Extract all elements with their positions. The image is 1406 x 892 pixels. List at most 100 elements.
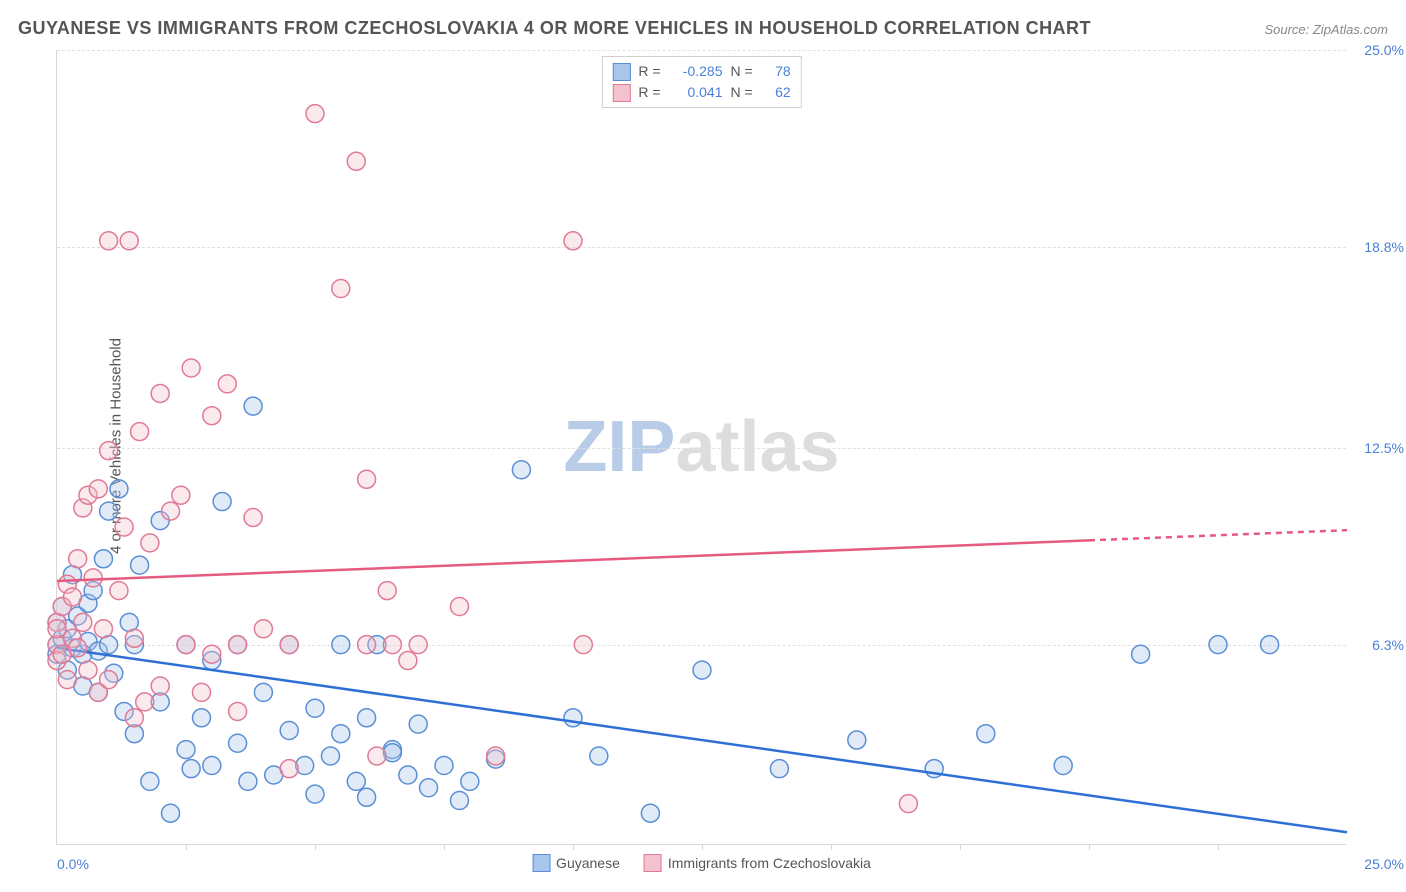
data-point xyxy=(399,652,417,670)
data-point xyxy=(141,534,159,552)
x-tick xyxy=(960,844,961,850)
data-point xyxy=(131,556,149,574)
x-tick xyxy=(315,844,316,850)
data-point xyxy=(461,772,479,790)
x-tick xyxy=(702,844,703,850)
data-point xyxy=(100,232,118,250)
data-point xyxy=(280,722,298,740)
data-point xyxy=(229,702,247,720)
data-point xyxy=(358,709,376,727)
data-point xyxy=(203,407,221,425)
data-point xyxy=(368,747,386,765)
data-point xyxy=(244,397,262,415)
data-point xyxy=(141,772,159,790)
n-label: N = xyxy=(731,61,753,82)
data-point xyxy=(399,766,417,784)
data-point xyxy=(244,508,262,526)
data-point xyxy=(564,232,582,250)
data-point xyxy=(378,582,396,600)
data-point xyxy=(306,105,324,123)
data-point xyxy=(306,699,324,717)
x-tick xyxy=(831,844,832,850)
data-point xyxy=(203,645,221,663)
data-point xyxy=(229,734,247,752)
r-label: R = xyxy=(638,82,660,103)
data-point xyxy=(1132,645,1150,663)
data-point xyxy=(74,613,92,631)
data-point xyxy=(100,502,118,520)
data-point xyxy=(213,493,231,511)
data-point xyxy=(383,636,401,654)
data-point xyxy=(162,804,180,822)
data-point xyxy=(239,772,257,790)
data-point xyxy=(321,747,339,765)
legend-item-series1: Guyanese xyxy=(532,854,620,872)
data-point xyxy=(332,636,350,654)
x-tick xyxy=(573,844,574,850)
data-point xyxy=(358,788,376,806)
n-value-series1: 78 xyxy=(761,61,791,82)
data-point xyxy=(136,693,154,711)
data-point xyxy=(1261,636,1279,654)
data-point xyxy=(218,375,236,393)
data-point xyxy=(69,550,87,568)
data-point xyxy=(899,795,917,813)
x-axis-origin-label: 0.0% xyxy=(57,856,89,872)
data-point xyxy=(1054,757,1072,775)
data-point xyxy=(254,620,272,638)
x-tick xyxy=(186,844,187,850)
data-point xyxy=(58,671,76,689)
data-point xyxy=(487,747,505,765)
data-point xyxy=(450,791,468,809)
data-point xyxy=(69,639,87,657)
data-point xyxy=(641,804,659,822)
data-point xyxy=(306,785,324,803)
x-tick xyxy=(1218,844,1219,850)
data-point xyxy=(120,232,138,250)
data-point xyxy=(94,620,112,638)
data-point xyxy=(110,582,128,600)
data-point xyxy=(172,486,190,504)
r-value-series1: -0.285 xyxy=(669,61,723,82)
r-label: R = xyxy=(638,61,660,82)
data-point xyxy=(254,683,272,701)
trendline-extrapolated xyxy=(1089,530,1347,540)
data-point xyxy=(100,671,118,689)
data-point xyxy=(280,636,298,654)
data-point xyxy=(182,359,200,377)
data-point xyxy=(110,480,128,498)
data-point xyxy=(115,518,133,536)
data-point xyxy=(100,442,118,460)
chart-title: GUYANESE VS IMMIGRANTS FROM CZECHOSLOVAK… xyxy=(18,18,1091,39)
data-point xyxy=(151,677,169,695)
r-value-series2: 0.041 xyxy=(669,82,723,103)
data-point xyxy=(564,709,582,727)
data-point xyxy=(94,550,112,568)
x-tick xyxy=(444,844,445,850)
data-point xyxy=(182,760,200,778)
legend-swatch-series1 xyxy=(612,63,630,81)
data-point xyxy=(84,569,102,587)
data-point xyxy=(435,757,453,775)
data-point xyxy=(358,470,376,488)
data-point xyxy=(192,683,210,701)
data-point xyxy=(1209,636,1227,654)
data-point xyxy=(693,661,711,679)
data-point xyxy=(347,152,365,170)
data-point xyxy=(332,725,350,743)
chart-plot-area: ZIPatlas 6.3%12.5%18.8%25.0% 0.0% 25.0% … xyxy=(56,50,1346,845)
data-point xyxy=(162,502,180,520)
data-point xyxy=(177,636,195,654)
legend-label-series2: Immigrants from Czechoslovakia xyxy=(668,855,871,871)
y-tick-label: 12.5% xyxy=(1364,440,1404,456)
legend-row-series2: R = 0.041 N = 62 xyxy=(612,82,790,103)
data-point xyxy=(229,636,247,654)
legend-item-series2: Immigrants from Czechoslovakia xyxy=(644,854,871,872)
source-attribution: Source: ZipAtlas.com xyxy=(1264,22,1388,37)
data-point xyxy=(409,636,427,654)
data-point xyxy=(63,588,81,606)
legend-swatch-series2 xyxy=(644,854,662,872)
x-tick xyxy=(1089,844,1090,850)
data-point xyxy=(192,709,210,727)
data-point xyxy=(347,772,365,790)
